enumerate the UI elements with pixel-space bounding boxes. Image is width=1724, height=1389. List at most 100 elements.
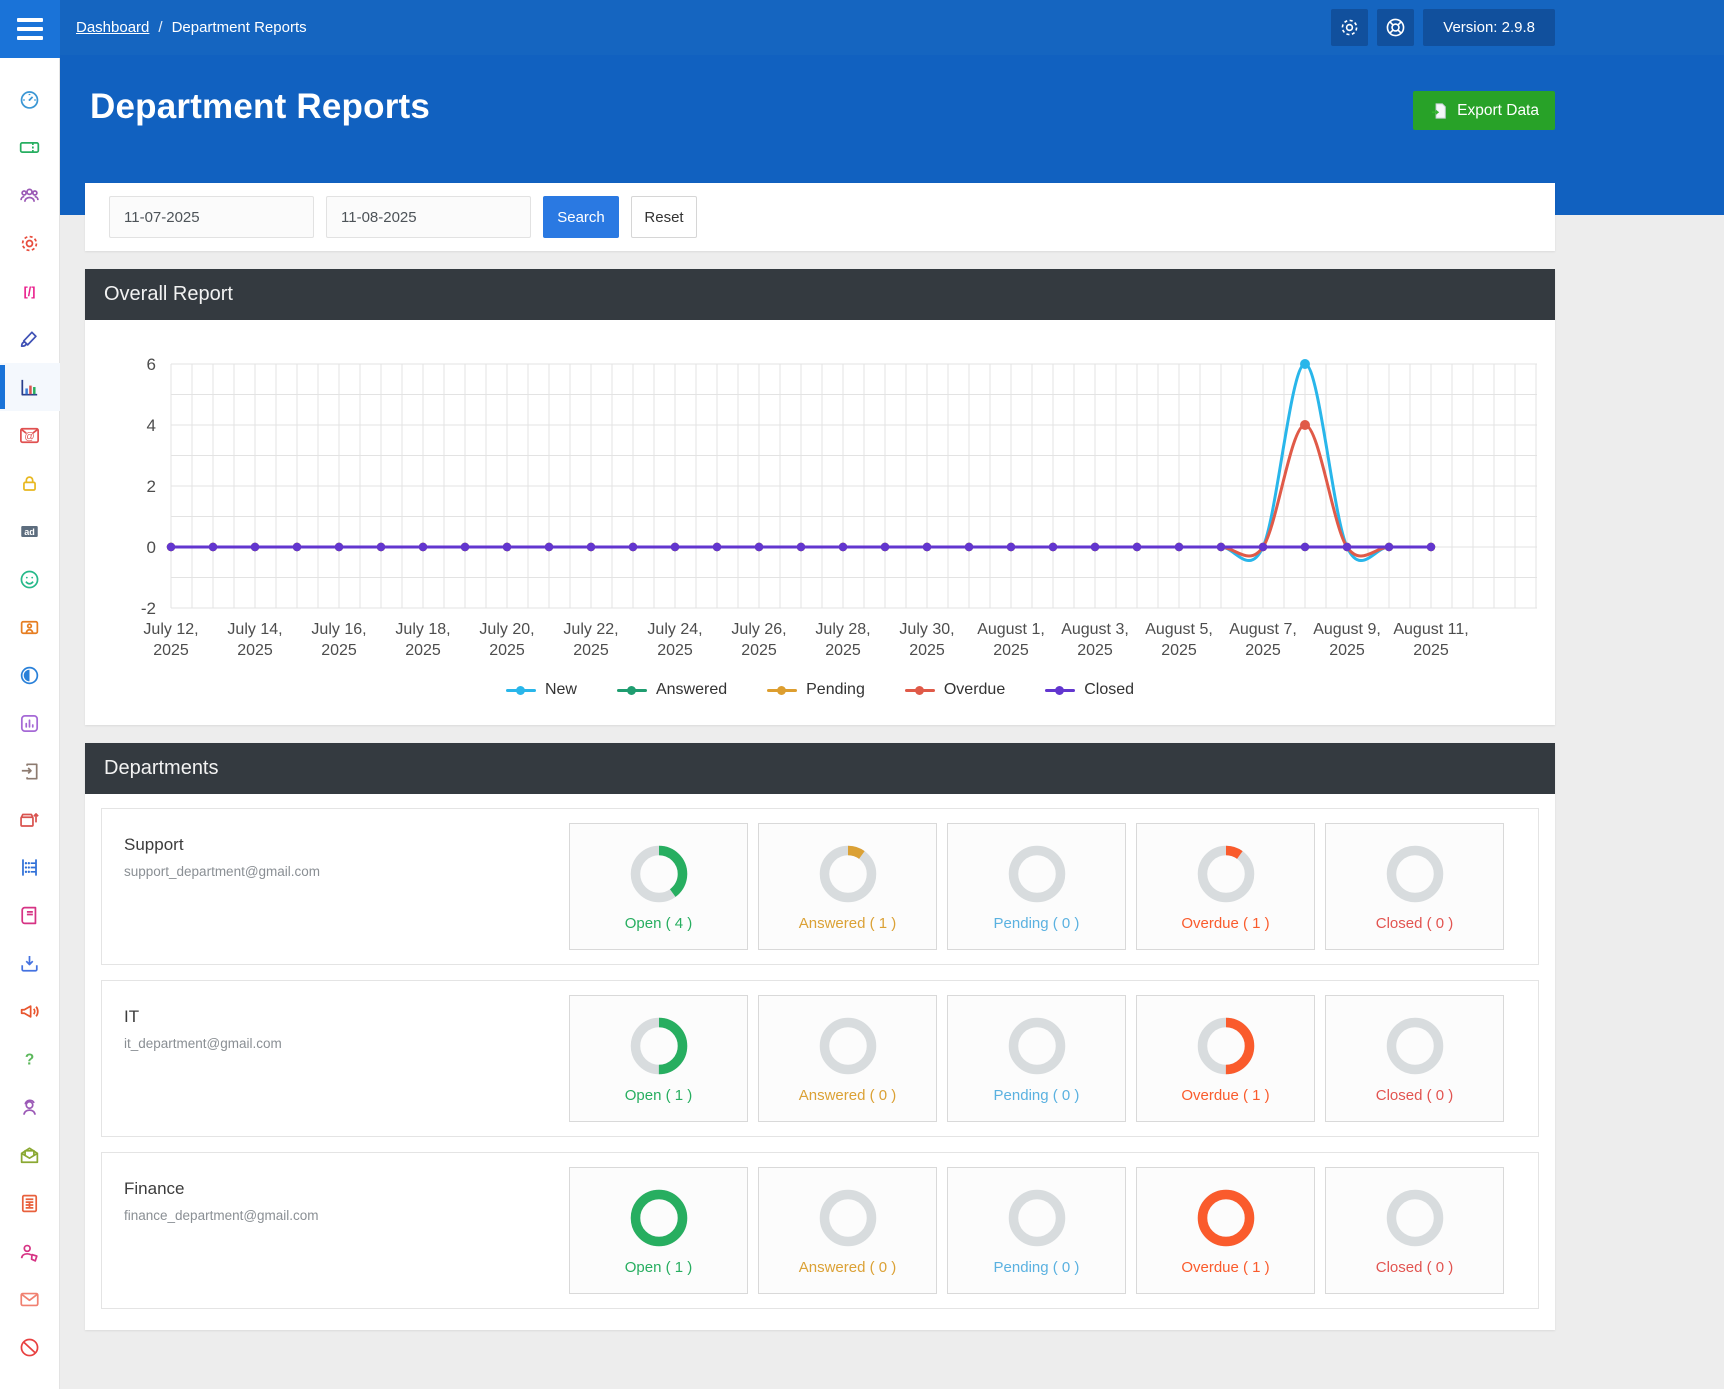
sidebar-item-shortcode[interactable]: [/] bbox=[0, 267, 60, 315]
svg-text:July 30,: July 30, bbox=[899, 621, 954, 638]
department-email: finance_department@gmail.com bbox=[124, 1208, 319, 1223]
sidebar-item-email-at[interactable]: @ bbox=[0, 411, 60, 459]
svg-text:2025: 2025 bbox=[825, 642, 861, 659]
sidebar-item-box-upload[interactable] bbox=[0, 795, 60, 843]
department-row-support: Support support_department@gmail.com Ope… bbox=[101, 808, 1539, 965]
id-card-icon bbox=[20, 620, 39, 634]
sidebar-item-user-tag[interactable] bbox=[0, 1227, 60, 1275]
donut-chart bbox=[1008, 1017, 1065, 1074]
legend-item-new[interactable]: New bbox=[505, 681, 577, 699]
stat-pending-box: Pending ( 0 ) bbox=[947, 1167, 1126, 1294]
donut-chart bbox=[819, 1189, 876, 1246]
svg-text:August 3,: August 3, bbox=[1061, 621, 1129, 638]
department-info: Finance finance_department@gmail.com bbox=[114, 1167, 569, 1294]
book-icon bbox=[21, 906, 37, 924]
user-tag-icon bbox=[20, 1244, 38, 1262]
help-button[interactable] bbox=[1377, 9, 1415, 46]
sidebar-item-question[interactable]: ? bbox=[0, 1035, 60, 1083]
gear-icon bbox=[21, 235, 38, 251]
invoice-icon bbox=[21, 1194, 38, 1212]
sidebar-item-book[interactable] bbox=[0, 891, 60, 939]
sidebar-item-open-mail[interactable] bbox=[0, 1131, 60, 1179]
svg-text:0: 0 bbox=[147, 538, 156, 557]
line-chart: -2 0 2 4 6 July 12, 2025 July 14, 2025 July 16, 20… bbox=[141, 355, 1537, 659]
sidebar-item-gear[interactable] bbox=[0, 219, 60, 267]
menu-toggle-button[interactable] bbox=[0, 0, 60, 58]
departments-title: Departments bbox=[85, 743, 1555, 794]
svg-text:4: 4 bbox=[147, 416, 156, 435]
sidebar-item-megaphone[interactable] bbox=[0, 987, 60, 1035]
sidebar-item-chart-box[interactable] bbox=[0, 699, 60, 747]
departments-list: Support support_department@gmail.com Ope… bbox=[85, 794, 1555, 1330]
legend-item-pending[interactable]: Pending bbox=[767, 681, 865, 699]
sidebar-item-headset-user[interactable] bbox=[0, 1083, 60, 1131]
date-from-input[interactable] bbox=[109, 196, 314, 238]
sidebar-item-import[interactable] bbox=[0, 747, 60, 795]
svg-text:July 14,: July 14, bbox=[227, 621, 282, 638]
svg-text:2025: 2025 bbox=[657, 642, 693, 659]
svg-text:2025: 2025 bbox=[909, 642, 945, 659]
legend-item-closed[interactable]: Closed bbox=[1045, 681, 1134, 699]
legend-label: New bbox=[544, 681, 577, 698]
svg-text:August 7,: August 7, bbox=[1229, 621, 1297, 638]
donut-chart bbox=[630, 845, 687, 902]
svg-text:2025: 2025 bbox=[1329, 642, 1365, 659]
sidebar-item-download[interactable] bbox=[0, 939, 60, 987]
sidebar-item-lock[interactable] bbox=[0, 459, 60, 507]
export-file-icon bbox=[1432, 102, 1446, 119]
department-row-finance: Finance finance_department@gmail.com Ope… bbox=[101, 1152, 1539, 1309]
sidebar-item-smiley[interactable] bbox=[0, 555, 60, 603]
chart-legend: New Answered Pending Overdue Closed bbox=[85, 671, 1555, 717]
stat-pending-box: Pending ( 0 ) bbox=[947, 823, 1126, 950]
breadcrumb-dashboard-link[interactable]: Dashboard bbox=[76, 19, 150, 36]
sidebar-item-invoice[interactable] bbox=[0, 1179, 60, 1227]
overall-report-chart: -2 0 2 4 6 July 12, 2025 July 14, 2025 July 16, 20… bbox=[85, 320, 1555, 725]
sidebar-item-ban[interactable] bbox=[0, 1323, 60, 1371]
legend-marker bbox=[505, 685, 536, 695]
search-button[interactable]: Search bbox=[543, 196, 619, 238]
donut-chart bbox=[1386, 845, 1443, 902]
stat-closed-box: Closed ( 0 ) bbox=[1325, 1167, 1504, 1294]
sidebar-item-brush[interactable] bbox=[0, 315, 60, 363]
sidebar-item-users[interactable] bbox=[0, 171, 60, 219]
legend-marker bbox=[767, 685, 798, 695]
svg-text:-2: -2 bbox=[141, 599, 156, 618]
donut-chart bbox=[819, 1017, 876, 1074]
main-content: Search Reset Overall Report -2 0 2 4 6 July 1… bbox=[60, 183, 1724, 1330]
stat-overdue-box: Overdue ( 1 ) bbox=[1136, 1167, 1315, 1294]
sidebar-item-id-card[interactable] bbox=[0, 603, 60, 651]
stat-pending-box: Pending ( 0 ) bbox=[947, 995, 1126, 1122]
export-data-button[interactable]: Export Data bbox=[1413, 91, 1555, 130]
sidebar-item-mail[interactable] bbox=[0, 1275, 60, 1323]
sidebar-item-bar-chart[interactable] bbox=[0, 363, 60, 411]
sidebar-item-ad[interactable]: ad bbox=[0, 507, 60, 555]
shortcode-icon: [/] bbox=[24, 284, 36, 298]
legend-marker bbox=[904, 685, 935, 695]
gear-icon bbox=[1341, 19, 1358, 36]
legend-item-answered[interactable]: Answered bbox=[616, 681, 727, 699]
svg-text:August 9,: August 9, bbox=[1313, 621, 1381, 638]
sidebar-item-dashboard[interactable] bbox=[0, 75, 60, 123]
svg-text:2025: 2025 bbox=[321, 642, 357, 659]
legend-item-overdue[interactable]: Overdue bbox=[904, 681, 1005, 699]
donut-chart bbox=[1197, 845, 1254, 902]
reset-button[interactable]: Reset bbox=[631, 196, 697, 238]
sidebar-item-abacus[interactable] bbox=[0, 843, 60, 891]
megaphone-icon bbox=[20, 1004, 39, 1018]
settings-button[interactable] bbox=[1331, 9, 1369, 46]
date-to-input[interactable] bbox=[326, 196, 531, 238]
svg-text:2025: 2025 bbox=[993, 642, 1029, 659]
stat-answered-box: Answered ( 0 ) bbox=[758, 1167, 937, 1294]
life-ring-icon bbox=[1386, 18, 1405, 37]
sidebar-item-ticket[interactable] bbox=[0, 123, 60, 171]
svg-text:ad: ad bbox=[24, 526, 35, 536]
donut-chart bbox=[819, 845, 876, 902]
sidebar-item-contrast[interactable] bbox=[0, 651, 60, 699]
stat-label: Answered ( 0 ) bbox=[798, 1258, 897, 1276]
svg-text:2025: 2025 bbox=[1077, 642, 1113, 659]
email-at-icon: @ bbox=[20, 427, 39, 443]
svg-text:?: ? bbox=[25, 1051, 34, 1068]
ban-icon bbox=[20, 1338, 39, 1356]
svg-text:6: 6 bbox=[147, 355, 156, 374]
stat-closed-box: Closed ( 0 ) bbox=[1325, 823, 1504, 950]
